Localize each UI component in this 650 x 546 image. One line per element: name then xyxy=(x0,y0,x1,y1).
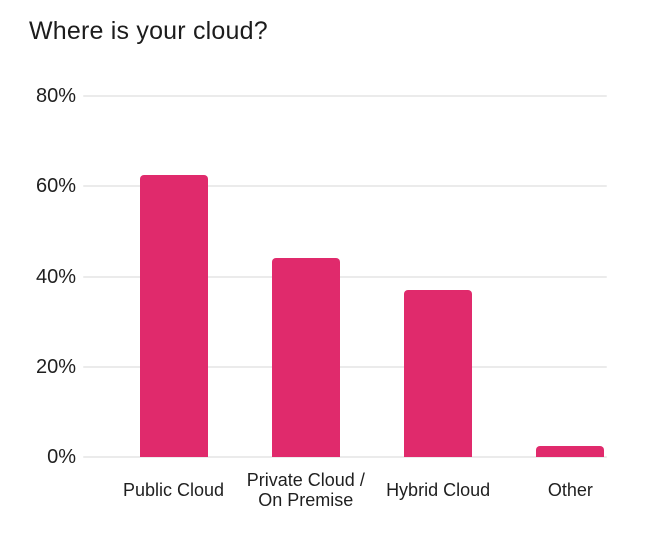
y-tick-label: 0% xyxy=(47,446,76,468)
y-tick-label: 40% xyxy=(35,265,76,288)
bar-hybrid-cloud xyxy=(404,290,473,457)
y-tick-label: 20% xyxy=(35,355,76,378)
category-label: Private Cloud / On Premise xyxy=(246,470,365,510)
gridline-20% xyxy=(83,365,607,368)
category-label: Public Cloud xyxy=(122,480,225,500)
gridline-0% xyxy=(83,456,607,458)
bar-public-cloud xyxy=(139,175,208,457)
category-label: Hybrid Cloud xyxy=(386,480,491,500)
gridline-80% xyxy=(83,95,607,97)
y-tick-label: 60% xyxy=(35,175,76,198)
bar-private-cloud-/-on-premise xyxy=(271,258,340,457)
gridline-60% xyxy=(83,185,607,188)
chart-title: Where is your cloud? xyxy=(29,17,268,45)
y-tick-label: 80% xyxy=(35,85,76,107)
bar-other xyxy=(536,446,605,457)
category-label: Other xyxy=(547,480,593,500)
gridline-40% xyxy=(83,275,607,278)
